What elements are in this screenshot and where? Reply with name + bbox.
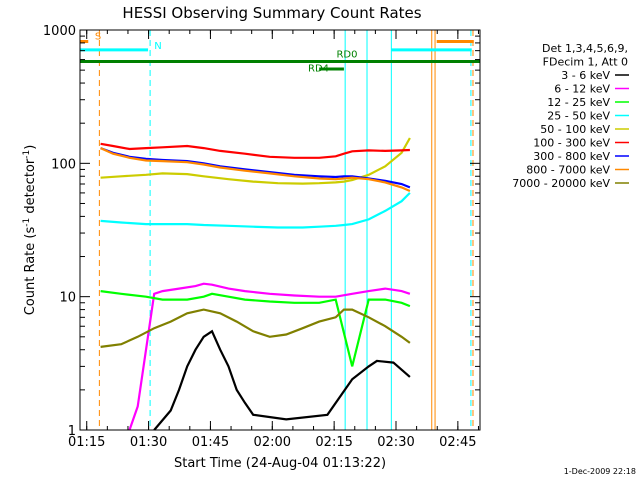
chart-title: HESSI Observing Summary Count Rates: [122, 4, 421, 22]
legend: Det 1,3,4,5,6,9,FDecim 1, Att 03 - 6 keV…: [512, 42, 629, 190]
y-axis-label-mid: detector: [23, 158, 38, 218]
x-axis: 01:15 01:30 01:45 02:00 02:15 02:30 02:45: [68, 30, 479, 450]
series-line-9: [100, 308, 411, 348]
series-line-2: [128, 282, 411, 431]
legend-label: 6 - 12 keV: [554, 83, 610, 96]
legend-label: 800 - 7000 keV: [526, 164, 610, 177]
legend-label: 50 - 100 keV: [540, 123, 610, 136]
legend-label: 300 - 800 keV: [533, 150, 610, 163]
y-tick-label: 1: [68, 424, 76, 439]
annotation-label: RD4: [308, 63, 329, 74]
y-axis-label-sup1: -1: [22, 218, 32, 227]
series-line-3: [100, 290, 411, 367]
series-line-4: [100, 192, 411, 229]
y-tick-label: 10: [59, 291, 76, 306]
legend-label: 12 - 25 keV: [547, 96, 610, 109]
plot-frame: [79, 29, 481, 431]
y-axis-label-main: Count Rate (s: [23, 227, 38, 316]
x-tick-label: 02:45: [439, 435, 476, 450]
x-tick-label: 02:30: [377, 435, 414, 450]
x-tick-label: 02:15: [315, 435, 352, 450]
legend-label: 3 - 6 keV: [561, 69, 610, 82]
legend-label: 100 - 300 keV: [533, 137, 610, 150]
y-axis: 1 10 100 1000: [43, 24, 480, 439]
x-tick-label: 01:30: [130, 435, 167, 450]
x-tick-label: 01:45: [192, 435, 229, 450]
y-tick-label: 1000: [43, 24, 76, 39]
series-group: [100, 137, 411, 431]
y-axis-label-end: ): [23, 145, 38, 150]
annotation-label: S: [95, 31, 101, 42]
annotation-label: N: [154, 41, 161, 52]
y-tick-label: 100: [51, 157, 76, 172]
series-line-5: [100, 137, 411, 185]
series-line-8: [100, 147, 411, 193]
x-axis-label: Start Time (24-Aug-04 01:13:22): [174, 456, 386, 471]
x-tick-label: 02:00: [254, 435, 291, 450]
legend-header: FDecim 1, Att 0: [543, 56, 628, 69]
series-line-1: [153, 329, 411, 431]
series-line-6: [100, 142, 410, 159]
annotation-labels: S N RD0 RD4: [95, 31, 358, 74]
legend-label: 25 - 50 keV: [547, 110, 610, 123]
legend-label: 7000 - 20000 keV: [512, 177, 610, 190]
y-axis-label: Count Rate (s-1 detector-1): [22, 145, 38, 316]
legend-header: Det 1,3,4,5,6,9,: [542, 42, 628, 55]
footer-timestamp: 1-Dec-2009 22:18: [564, 467, 636, 476]
x-tick-label: 01:15: [68, 435, 105, 450]
plot-lines: [98, 30, 474, 430]
annotation-label: RD0: [336, 50, 357, 61]
y-axis-label-sup2: -1: [22, 150, 32, 159]
annotation-bars: [80, 39, 480, 71]
